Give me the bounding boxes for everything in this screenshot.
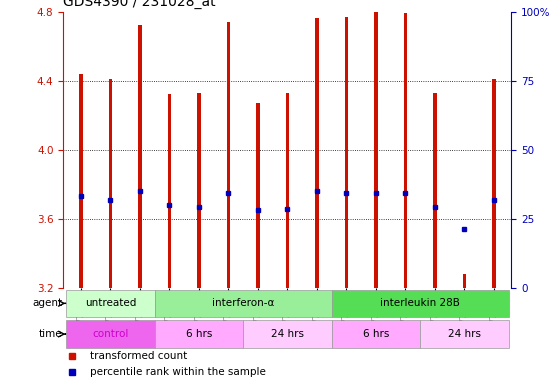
Text: 24 hrs: 24 hrs <box>271 329 304 339</box>
Bar <box>420 320 509 348</box>
Bar <box>138 25 142 288</box>
Text: time: time <box>39 329 63 339</box>
Bar <box>404 13 407 288</box>
Text: untreated: untreated <box>85 298 136 308</box>
Text: control: control <box>92 329 129 339</box>
Bar <box>345 17 348 288</box>
Bar <box>79 74 82 288</box>
Bar <box>66 320 155 348</box>
Text: transformed count: transformed count <box>90 351 188 361</box>
Bar <box>374 12 378 288</box>
Bar <box>109 79 112 288</box>
Bar <box>155 290 332 317</box>
Bar <box>197 93 201 288</box>
Text: agent: agent <box>32 298 63 308</box>
Bar <box>256 103 260 288</box>
Bar <box>463 274 466 288</box>
Bar <box>433 93 437 288</box>
Text: 24 hrs: 24 hrs <box>448 329 481 339</box>
Text: GDS4390 / 231028_at: GDS4390 / 231028_at <box>63 0 216 9</box>
Text: percentile rank within the sample: percentile rank within the sample <box>90 367 266 377</box>
Bar <box>492 79 496 288</box>
Bar <box>315 18 318 288</box>
Bar <box>66 290 155 317</box>
Bar <box>243 320 332 348</box>
Text: interleukin 28B: interleukin 28B <box>380 298 460 308</box>
Bar <box>285 93 289 288</box>
Text: interferon-α: interferon-α <box>212 298 274 308</box>
Bar <box>227 22 230 288</box>
Text: 6 hrs: 6 hrs <box>362 329 389 339</box>
Bar <box>168 94 171 288</box>
Text: 6 hrs: 6 hrs <box>186 329 212 339</box>
Bar <box>155 320 243 348</box>
Bar <box>332 320 420 348</box>
Bar <box>332 290 509 317</box>
